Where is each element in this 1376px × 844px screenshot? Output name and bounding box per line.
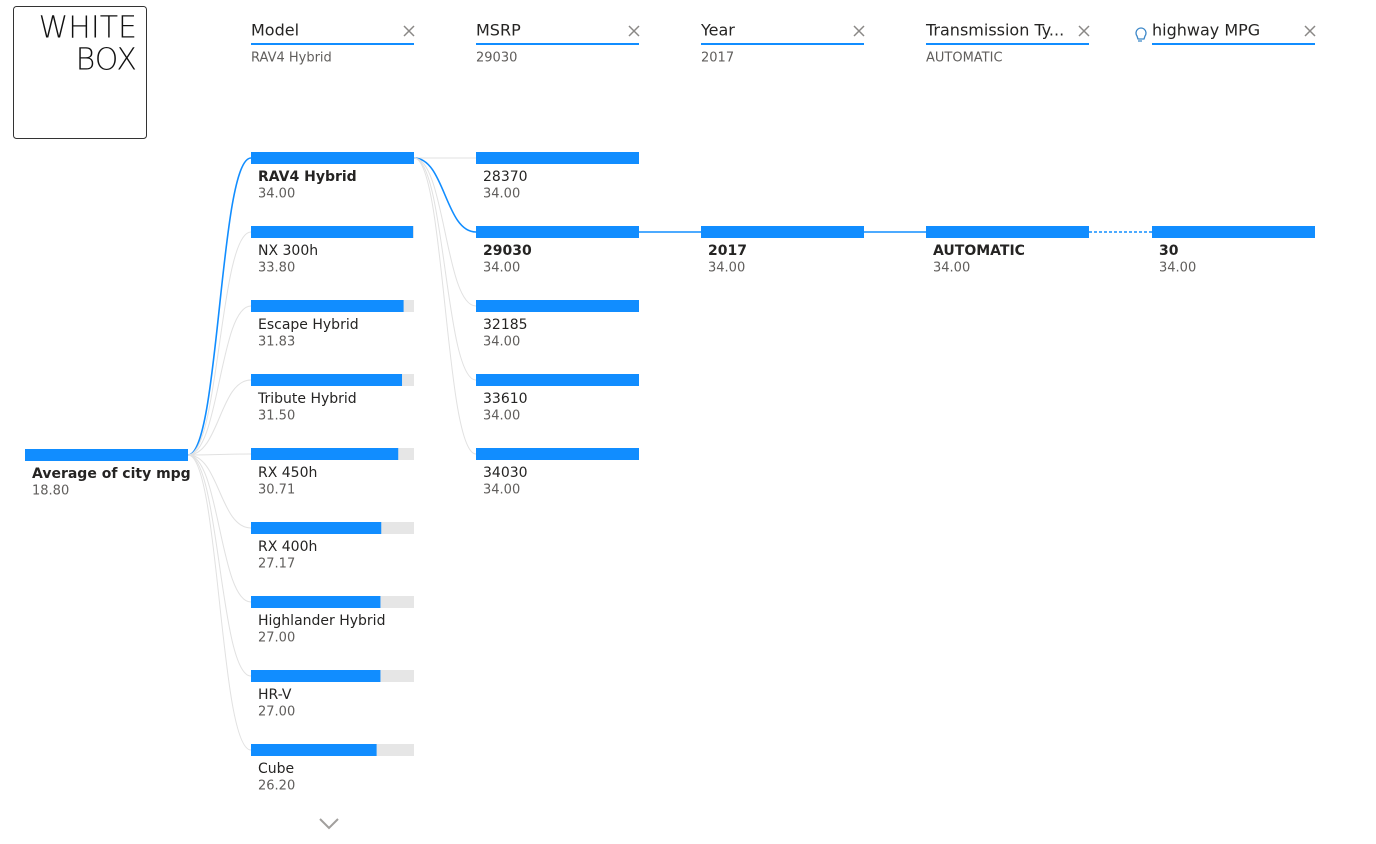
level-subtitle: RAV4 Hybrid — [251, 51, 332, 66]
connector — [187, 379, 252, 456]
node-value: 31.83 — [258, 335, 295, 350]
bar[interactable] — [251, 152, 414, 164]
node-label[interactable]: Highlander Hybrid — [258, 613, 385, 629]
logo-text: WHITE — [39, 11, 137, 46]
level-subtitle: 29030 — [476, 51, 517, 66]
bar[interactable] — [476, 374, 639, 386]
expand-chevron[interactable] — [319, 818, 339, 830]
node-value: 34.00 — [483, 409, 520, 424]
node-value: 27.17 — [258, 557, 295, 572]
connector — [187, 454, 252, 529]
level-header[interactable]: Year — [700, 21, 735, 40]
bar[interactable] — [251, 744, 377, 756]
node-label[interactable]: RX 400h — [258, 539, 317, 555]
remove-level-icon[interactable] — [853, 25, 865, 37]
logo-text: BOX — [76, 43, 137, 78]
node-label[interactable]: RAV4 Hybrid — [258, 169, 357, 185]
node-label[interactable]: NX 300h — [258, 243, 318, 259]
node-label[interactable]: RX 450h — [258, 465, 317, 481]
node-value: 34.00 — [708, 261, 745, 276]
node-label[interactable]: Escape Hybrid — [258, 317, 359, 333]
bar[interactable] — [476, 448, 639, 460]
bar[interactable] — [476, 152, 639, 164]
bar[interactable] — [251, 596, 381, 608]
node-label[interactable]: 29030 — [483, 243, 532, 259]
node-label[interactable]: 32185 — [483, 317, 528, 333]
node-value: 31.50 — [258, 409, 295, 424]
node-value: 34.00 — [483, 187, 520, 202]
node-value: 34.00 — [483, 261, 520, 276]
node-value: 30.71 — [258, 483, 295, 498]
bar — [25, 449, 188, 461]
node-value: 27.00 — [258, 705, 295, 720]
connector — [187, 454, 252, 677]
level-subtitle: AUTOMATIC — [926, 51, 1003, 66]
remove-level-icon[interactable] — [1304, 25, 1316, 37]
bar[interactable] — [251, 448, 399, 460]
node-value: 18.80 — [32, 484, 69, 499]
node-label[interactable]: Cube — [258, 761, 294, 777]
node-value: 34.00 — [483, 335, 520, 350]
bar[interactable] — [251, 522, 382, 534]
node-value: 26.20 — [258, 779, 295, 794]
remove-level-icon[interactable] — [1078, 25, 1090, 37]
node-label[interactable]: 34030 — [483, 465, 528, 481]
node-label[interactable]: 33610 — [483, 391, 528, 407]
bar[interactable] — [251, 670, 381, 682]
node-label: Average of city mpg — [32, 466, 191, 482]
bar[interactable] — [251, 226, 414, 238]
level-subtitle: 2017 — [701, 51, 734, 66]
node-value: 34.00 — [933, 261, 970, 276]
node-label[interactable]: 30 — [1159, 243, 1179, 259]
node-value: 34.00 — [258, 187, 295, 202]
ai-bulb-icon — [1135, 27, 1147, 42]
connector — [413, 157, 477, 233]
logo-box — [13, 6, 147, 139]
bar[interactable] — [926, 226, 1089, 238]
bar[interactable] — [251, 300, 404, 312]
node-value: 34.00 — [1159, 261, 1196, 276]
connector — [187, 454, 252, 603]
node-value: 27.00 — [258, 631, 295, 646]
level-header[interactable]: MSRP — [476, 21, 521, 40]
bar[interactable] — [701, 226, 864, 238]
node-value: 34.00 — [483, 483, 520, 498]
node-label[interactable]: Tribute Hybrid — [257, 391, 357, 407]
bar[interactable] — [251, 374, 403, 386]
bar[interactable] — [476, 226, 639, 238]
connector — [187, 231, 252, 456]
level-header[interactable]: Transmission Ty... — [925, 21, 1064, 40]
connector — [413, 157, 477, 381]
remove-level-icon[interactable] — [628, 25, 640, 37]
connector — [413, 157, 477, 455]
connector — [187, 453, 252, 456]
bar[interactable] — [476, 300, 639, 312]
bar[interactable] — [1152, 226, 1315, 238]
connector — [187, 305, 252, 456]
connector — [413, 157, 477, 307]
level-header[interactable]: Model — [251, 21, 299, 40]
node-value: 33.80 — [258, 261, 295, 276]
node-label[interactable]: HR-V — [258, 687, 292, 703]
level-header[interactable]: highway MPG — [1152, 21, 1260, 40]
node-label[interactable]: 28370 — [483, 169, 528, 185]
node-label[interactable]: 2017 — [708, 243, 747, 259]
node-label[interactable]: AUTOMATIC — [933, 243, 1025, 259]
remove-level-icon[interactable] — [403, 25, 415, 37]
connector — [187, 157, 252, 456]
connector — [187, 454, 252, 751]
